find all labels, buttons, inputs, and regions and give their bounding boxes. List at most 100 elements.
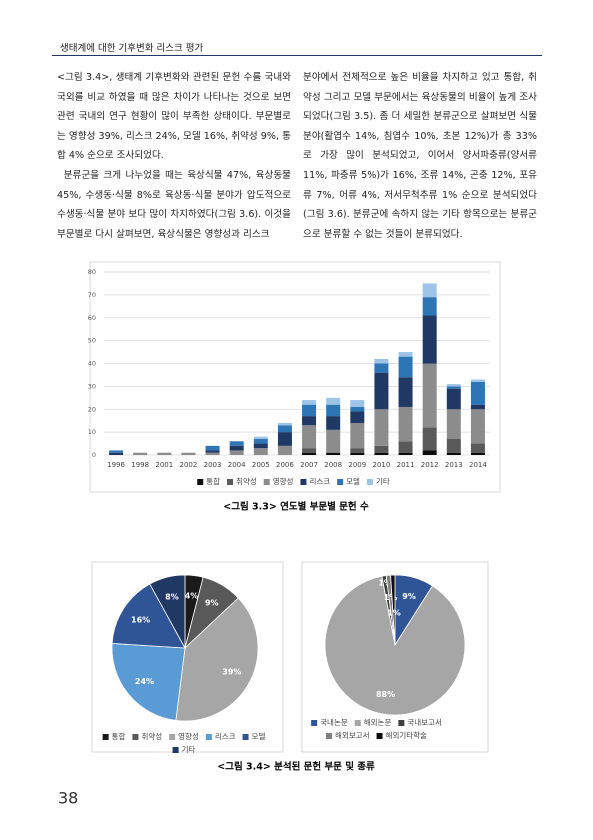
value-label: 1% (378, 578, 392, 587)
x-tick-label: 2008 (324, 461, 342, 469)
y-tick-label: 40 (88, 360, 96, 368)
legend-item: 국내보고서 (398, 718, 442, 727)
bar-segment (302, 452, 317, 455)
legend-label: 모델 (252, 732, 266, 741)
value-label: 24% (135, 677, 154, 686)
bar-segment (277, 445, 292, 455)
legend-swatch (300, 479, 307, 485)
x-tick-label: 2004 (228, 461, 246, 469)
bar-segment (109, 452, 124, 455)
legend-swatch (398, 720, 405, 726)
x-tick-label: 2002 (180, 461, 198, 469)
legend-item: 영향성 (263, 476, 294, 486)
pie-slice (390, 574, 396, 646)
x-tick-label: 2007 (300, 461, 318, 469)
figure-caption: <그림 3.4> 분석된 문헌 부문 및 종류 (217, 761, 375, 773)
bar-segment (350, 400, 365, 407)
bar-segment (326, 429, 341, 453)
y-tick-label: 50 (88, 337, 96, 345)
bar-segment (422, 315, 437, 364)
bar-segment (446, 388, 461, 410)
y-tick-label: 70 (88, 291, 96, 299)
legend-label: 해외논문 (364, 717, 392, 727)
value-label: 9% (402, 592, 416, 601)
bar-segment (398, 377, 413, 407)
legend-item: 국내논문 (311, 718, 348, 727)
legend-label: 통합 (206, 477, 220, 486)
bar-segment (302, 404, 317, 417)
legend-label: 국내논문 (320, 718, 348, 727)
paragraph: 분야에서 전체적으로 높은 비율을 차지하고 있고 통합, 취약성 그리고 모델… (303, 72, 537, 240)
bar-segment (374, 445, 389, 453)
legend-swatch (337, 479, 344, 485)
bar-segment (422, 297, 437, 316)
bar-segment (277, 432, 292, 446)
value-label: 8% (165, 593, 179, 602)
x-tick-label: 2006 (276, 461, 294, 469)
x-tick-label: 2001 (155, 461, 173, 469)
y-tick-label: 10 (88, 428, 96, 436)
pie-slice (111, 583, 186, 649)
bar-segment (109, 450, 124, 453)
x-tick-label: 2014 (469, 461, 487, 469)
bar-segment (253, 436, 268, 439)
bar-segment (470, 409, 485, 444)
bar-segment (326, 452, 341, 455)
legend-item: 모델 (242, 732, 266, 741)
legend-item: 리스크 (300, 477, 330, 486)
legend-label: 기타 (182, 745, 196, 754)
legend-swatch (132, 734, 139, 740)
value-label: 1% (387, 608, 401, 617)
bar-segment (229, 441, 244, 446)
y-tick-label: 20 (88, 405, 96, 413)
pie-slice (175, 597, 259, 722)
legend-item: 영향성 (169, 731, 199, 741)
chart-frame (89, 261, 501, 493)
bar-segment (205, 445, 220, 451)
value-label: 16% (131, 615, 150, 624)
bar-segment (302, 425, 317, 449)
header-rule (52, 55, 542, 56)
bar-segment (398, 352, 413, 357)
bar-segment (277, 422, 292, 426)
legend-swatch (376, 733, 383, 739)
x-tick-label: 2011 (397, 461, 415, 469)
y-tick-label: 80 (88, 268, 96, 276)
legend-swatch (172, 747, 179, 753)
bar-segment (470, 452, 485, 455)
legend-item: 통합 (197, 477, 220, 486)
legend-label: 해외기타학술 (386, 730, 427, 740)
bar-segment (446, 438, 461, 453)
x-tick-label: 2003 (204, 461, 222, 469)
legend-swatch (169, 734, 176, 740)
legend-item: 취약성 (132, 731, 162, 741)
bar-segment (374, 372, 389, 410)
legend-label: 리스크 (215, 732, 236, 741)
legend-swatch (102, 734, 109, 740)
legend-item: 리스크 (205, 732, 236, 741)
page-number: 38 (58, 789, 78, 808)
bar-segment (253, 443, 268, 449)
bar-segment (181, 452, 196, 455)
header-title: 생태계에 대한 기후변화 리스크 평가 (60, 43, 204, 54)
right-column: 분야에서 전체적으로 높은 비율을 차지하고 있고 통합, 취약성 그리고 모델… (303, 68, 537, 244)
bar-segment (350, 406, 365, 412)
bar-segment (374, 358, 389, 364)
legend-label: 취약성 (141, 731, 162, 741)
pie-slice (111, 642, 186, 721)
bar-segment (205, 450, 220, 453)
x-tick-label: 2012 (421, 461, 439, 469)
bar-segment (422, 450, 437, 455)
x-tick-label: 2009 (348, 461, 366, 469)
bar-segment (302, 416, 317, 426)
value-label: 39% (222, 667, 241, 676)
legend-swatch (205, 734, 212, 740)
bar-segment (326, 397, 341, 405)
legend-item: 기타 (172, 745, 196, 754)
paragraph: 분류군을 크게 나누었을 때는 육상식물 47%, 육상동물 45%, 수생동·… (57, 169, 291, 240)
legend-label: 국내보고서 (407, 718, 442, 727)
legend-item: 모델 (337, 477, 360, 486)
legend-label: 영향성 (273, 476, 294, 486)
